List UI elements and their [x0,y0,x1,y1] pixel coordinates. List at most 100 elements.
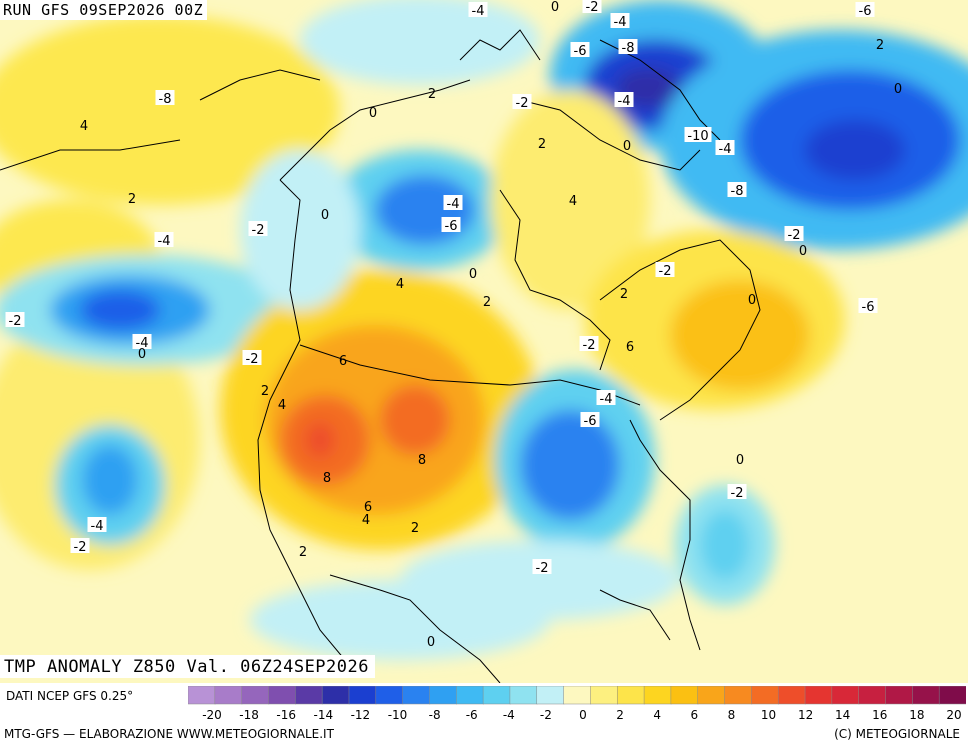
contour-label: 0 [748,293,756,308]
contour-label: 4 [396,277,404,292]
contour-label-text: -4 [614,15,627,30]
contour-label: 0 [321,208,329,223]
contour-label: -2 [532,559,552,576]
contour-label: 8 [323,471,331,486]
contour-label-bg [727,484,747,499]
contour-label-text: -2 [74,540,87,555]
contour-label: 4 [278,398,286,413]
colorbar-tick-label: -20 [202,708,222,722]
contour-label-text: -2 [9,314,22,329]
contour-label: -6 [858,298,878,315]
colorbar-cell [724,686,753,705]
contour-label-bg [154,232,174,247]
contour-label-text: -2 [252,223,265,238]
contour-label: 0 [894,82,902,97]
colorbar-tick-label: 0 [579,708,587,722]
colorbar-tick-label: 20 [946,708,961,722]
colorbar-cell [616,686,645,705]
run-label: RUN GFS 09SEP2026 00Z [0,0,208,20]
anomaly-fill [0,0,968,660]
colorbar-cell [402,686,431,705]
contour-label: 2 [483,295,491,310]
contour-label: -8 [155,90,175,107]
contour-label-text: 2 [428,87,436,102]
contour-label-text: 4 [362,513,370,528]
contour-label-bg [5,312,25,327]
contour-label: 2 [428,87,436,102]
contour-label-text: 0 [623,139,631,154]
contour-label-bg [468,2,488,17]
contour-label: -4 [132,334,152,351]
contour-label-text: 6 [626,340,634,355]
colorbar-tick-label: 2 [616,708,624,722]
contour-label-text: -6 [859,4,872,19]
colorbar-cell [295,686,323,705]
colorbar-cell [456,686,484,705]
contour-label: -2 [248,221,268,238]
colorbar-cell [509,686,538,705]
coastlines [0,29,761,683]
contour-label: 0 [551,0,559,15]
colorbar-tick-label: 16 [872,708,887,722]
contour-label: -4 [154,232,174,249]
colorbar-cells [188,686,966,705]
colorbar-tick-label: 6 [690,708,698,722]
contour-label-bg [858,298,878,313]
contour-label-bg [784,226,804,241]
colorbar-cell [804,686,833,705]
colorbar-cell [697,686,726,705]
contour-label-text: 2 [876,38,884,53]
colorbar-cell [241,686,270,705]
contour-label-bg [441,217,461,232]
contour-label-bg [579,336,599,351]
contour-label: -4 [715,140,735,157]
contour-label-text: -10 [687,129,708,144]
contour-label-text: -8 [731,184,744,199]
contour-label-bg [532,559,552,574]
contour-label-text: 2 [299,545,307,560]
colorbar-cell [590,686,618,705]
colorbar-tick-label: -4 [503,708,515,722]
contour-label-bg [132,334,152,349]
contour-label-text: 0 [369,106,377,121]
contour-label-text: -2 [583,338,596,353]
colorbar-tick-label: 18 [909,708,924,722]
contour-label-text: -4 [719,142,732,157]
colorbar-cell [912,686,940,705]
contour-label: -2 [5,312,25,329]
contour-label-text: -4 [158,234,171,249]
contour-label-text: -6 [445,219,458,234]
contour-label: -6 [855,2,875,19]
contour-label: 0 [799,244,807,259]
contour-label: 4 [569,194,577,209]
contour-label: -6 [441,217,461,234]
contour-label: -4 [610,13,630,30]
colorbar-cell [938,686,966,705]
contour-label: -2 [784,226,804,243]
contour-label: 2 [128,192,136,207]
contour-label-text: -6 [862,300,875,315]
contour-label-text: 2 [538,137,546,152]
map-canvas: -4 0 -2 -6-42-8-62-2 -40-84-10-402-8040-42-6… [0,0,968,683]
colorbar-tick-label: -6 [466,708,478,722]
contour-label-text: 4 [396,277,404,292]
data-source-label: DATI NCEP GFS 0.25° [6,689,134,703]
contour-label-bg [248,221,268,236]
contour-label: -4 [596,390,616,407]
contour-label-bg [570,42,590,57]
contour-label: -2 [727,484,747,501]
contour-label-text: 6 [364,500,372,515]
contour-label-bg [610,13,630,28]
contour-label-text: 4 [278,398,286,413]
contour-label-text: 0 [321,208,329,223]
contour-label-layer: -4 0 -2 -6-42-8-62-2 -40-84-10-402-8040-42-6… [5,0,902,650]
contour-label: -4 [614,92,634,109]
contour-label: -6 [570,42,590,59]
contour-label-text: -6 [574,44,587,59]
contour-label-text: 6 [339,354,347,369]
contour-label: -4 [443,195,463,212]
colorbar-tick-label: -2 [540,708,552,722]
contour-label-text: -4 [136,336,149,351]
contour-label-bg [580,412,600,427]
colorbar-cell [429,686,458,705]
